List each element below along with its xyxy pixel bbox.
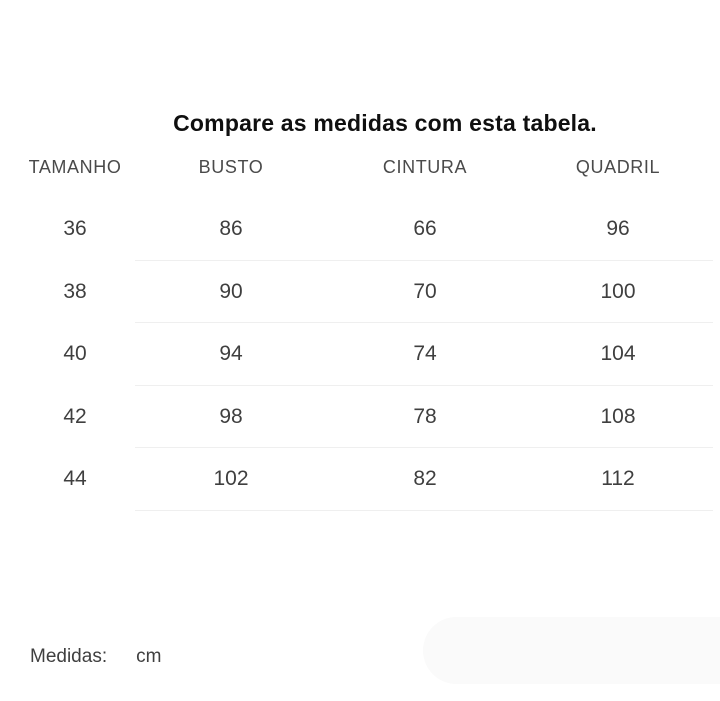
column-header-tamanho: TAMANHO <box>28 157 122 177</box>
row-divider <box>135 260 713 261</box>
cell-size: 42 <box>63 404 87 428</box>
table-header-row: TAMANHO BUSTO CINTURA QUADRIL <box>0 154 698 180</box>
row-divider <box>135 385 713 386</box>
column-header-cintura: CINTURA <box>382 157 468 177</box>
table-row: 36 86 66 96 <box>0 198 698 261</box>
cell-size: 44 <box>63 467 87 490</box>
measurement-label: Medidas: <box>30 646 108 667</box>
table-row: 42 98 78 108 <box>0 385 698 448</box>
column-header-quadril: QUADRIL <box>575 157 661 177</box>
cell-quadril: 96 <box>606 217 630 240</box>
cell-quadril: 100 <box>600 279 636 303</box>
row-divider <box>135 447 713 448</box>
cell-quadril: 112 <box>601 467 635 490</box>
cell-busto: 86 <box>219 217 243 240</box>
table-row: 38 90 70 100 <box>0 260 698 323</box>
cell-size: 38 <box>63 279 87 303</box>
row-divider <box>135 322 713 323</box>
cell-busto: 90 <box>219 279 243 303</box>
cell-cintura: 66 <box>413 217 437 240</box>
cell-cintura: 70 <box>413 279 437 303</box>
row-divider <box>135 510 713 511</box>
page-title: Compare as medidas com esta tabela. <box>173 110 597 136</box>
cell-busto: 94 <box>219 342 243 365</box>
table-row: 44 102 82 112 <box>0 448 698 511</box>
cell-busto: 102 <box>213 467 249 490</box>
size-table: 36 86 66 96 38 90 70 100 40 94 74 104 42… <box>0 198 698 511</box>
cell-cintura: 74 <box>413 342 437 365</box>
table-row: 40 94 74 104 <box>0 323 698 386</box>
cell-size: 40 <box>63 342 87 365</box>
cell-busto: 98 <box>219 404 243 428</box>
column-header-busto: BUSTO <box>198 157 264 177</box>
measurement-unit: cm <box>136 646 162 667</box>
cell-size: 36 <box>63 217 87 240</box>
cell-quadril: 104 <box>600 342 636 365</box>
cell-cintura: 78 <box>413 404 437 428</box>
background-pill-shape <box>423 617 720 684</box>
cell-quadril: 108 <box>600 404 636 428</box>
cell-cintura: 82 <box>413 467 437 490</box>
measurement-unit-footer: Medidas: cm <box>30 644 161 670</box>
